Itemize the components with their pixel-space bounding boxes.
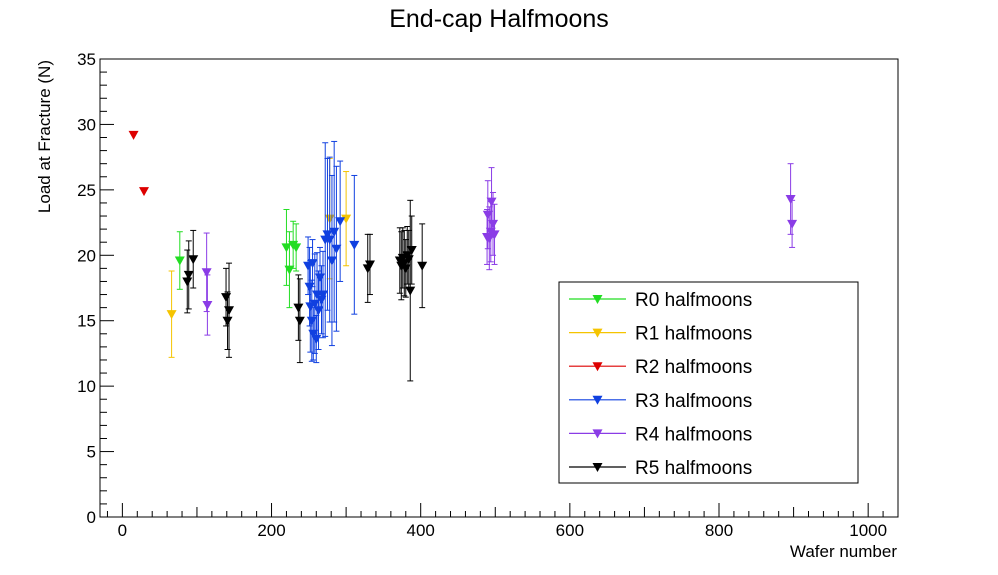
y-tick-label: 35	[77, 50, 96, 69]
y-tick-label: 25	[77, 181, 96, 200]
data-point	[182, 277, 193, 287]
data-layer	[128, 130, 798, 382]
x-tick-label: 0	[118, 521, 127, 540]
legend-marker	[592, 362, 603, 372]
legend-label: R5 halfmoons	[635, 458, 752, 479]
series-3	[303, 140, 360, 364]
legend-label: R4 halfmoons	[635, 424, 752, 445]
legend-entry: R1 halfmoons	[569, 324, 752, 345]
data-point	[166, 310, 177, 320]
data-point	[294, 316, 305, 326]
legend-marker	[592, 295, 603, 304]
x-axis-title: Wafer number	[790, 542, 897, 561]
chart-title: End-cap Halfmoons	[389, 5, 609, 33]
data-point	[281, 243, 292, 253]
data-point	[306, 316, 317, 326]
legend-label: R1 halfmoons	[635, 324, 752, 345]
series-5	[182, 199, 428, 382]
data-point	[202, 301, 213, 311]
legend-label: R2 halfmoons	[635, 357, 752, 378]
x-tick-label: 600	[556, 521, 584, 540]
data-point	[785, 195, 796, 205]
x-axis: 0 200 400 600 800 1000	[106, 503, 899, 540]
data-point	[221, 293, 232, 303]
y-tick-label: 5	[87, 443, 96, 462]
data-point	[787, 219, 798, 229]
legend-marker	[592, 429, 603, 439]
legend-entry: R0 halfmoons	[569, 290, 752, 311]
data-point	[349, 240, 360, 250]
legend-entry: R2 halfmoons	[569, 357, 752, 378]
data-point	[201, 268, 212, 278]
data-point	[405, 286, 416, 296]
data-point	[188, 255, 199, 265]
data-point	[417, 261, 428, 271]
data-point	[331, 244, 342, 254]
legend: R0 halfmoons R1 halfmoons R2 halfmoons R3 h…	[558, 281, 859, 484]
series-2	[128, 130, 150, 197]
data-point	[293, 303, 304, 313]
y-axis-title: Load at Fracture (N)	[35, 60, 54, 213]
data-point	[326, 256, 337, 266]
x-tick-label: 200	[257, 521, 285, 540]
y-tick-label: 30	[77, 115, 96, 134]
data-point	[486, 197, 497, 207]
data-point	[315, 273, 326, 283]
data-point	[489, 230, 500, 240]
legend-marker	[592, 328, 603, 338]
series-0	[174, 208, 302, 309]
legend-label: R0 halfmoons	[635, 290, 752, 311]
data-point	[139, 187, 150, 197]
data-point	[484, 234, 495, 244]
legend-marker	[592, 463, 603, 472]
legend-entry: R3 halfmoons	[569, 391, 752, 412]
legend-marker	[592, 395, 603, 405]
legend-entry: R4 halfmoons	[569, 424, 752, 445]
x-tick-label: 1000	[849, 521, 887, 540]
data-point	[488, 219, 499, 229]
data-point	[406, 246, 417, 256]
data-point	[316, 295, 327, 305]
data-point	[335, 217, 346, 227]
plot-frame	[99, 58, 899, 518]
legend-box	[558, 281, 859, 484]
data-point	[291, 243, 302, 253]
y-tick-label: 10	[77, 377, 96, 396]
data-point	[222, 316, 233, 326]
data-point	[224, 306, 235, 316]
y-tick-label: 15	[77, 312, 96, 331]
data-point	[341, 214, 352, 224]
y-tick-label: 0	[87, 508, 96, 527]
x-tick-label: 800	[705, 521, 733, 540]
data-point	[183, 270, 194, 280]
data-point	[174, 256, 185, 266]
legend-entry: R5 halfmoons	[569, 458, 752, 479]
data-point	[364, 260, 375, 270]
y-axis: 0 5 10 15 20 25 30 35	[77, 50, 114, 527]
series-4	[201, 163, 798, 336]
data-point	[128, 130, 139, 140]
legend-label: R3 halfmoons	[635, 391, 752, 412]
y-tick-label: 20	[77, 246, 96, 265]
x-tick-label: 400	[407, 521, 435, 540]
